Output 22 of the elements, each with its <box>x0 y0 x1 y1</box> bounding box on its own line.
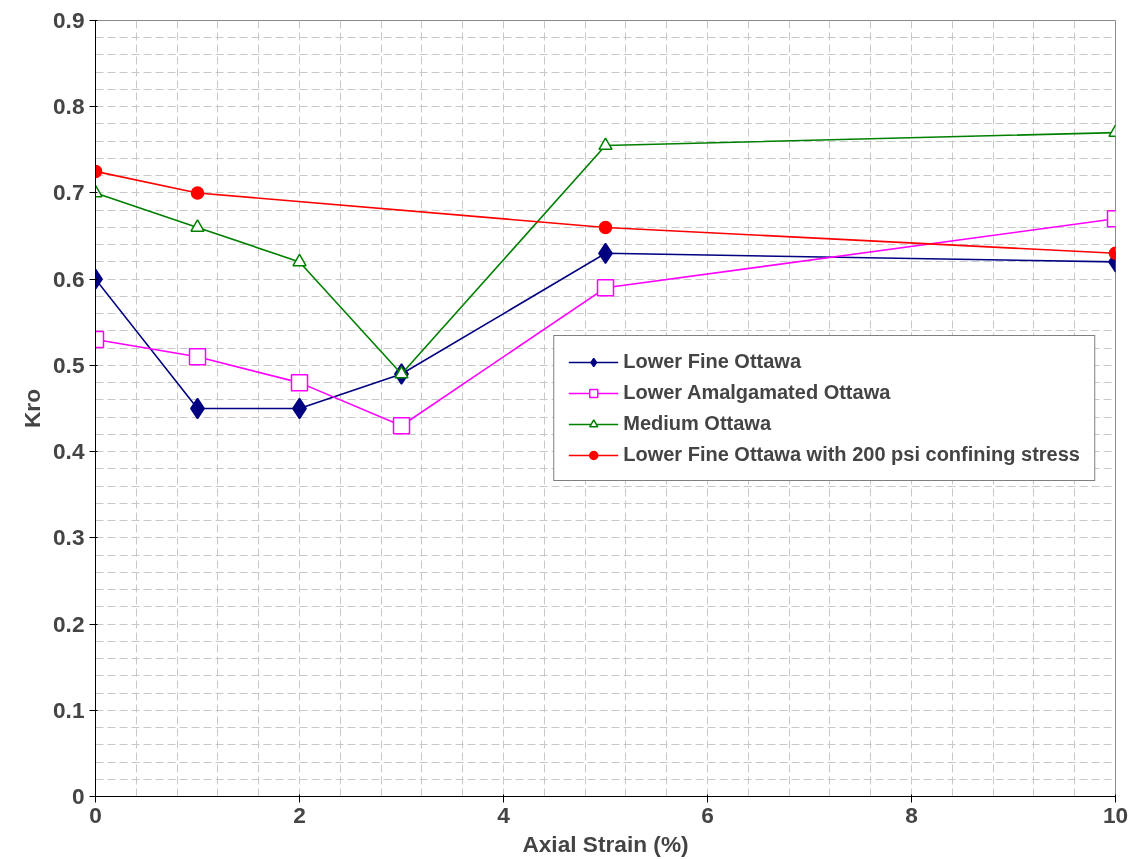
legend-label: Lower Fine Ottawa <box>623 350 802 373</box>
y-tick-label: 0.6 <box>53 265 85 292</box>
y-tick-label: 0.8 <box>53 93 85 120</box>
y-tick-label: 0.4 <box>53 438 85 465</box>
legend-label: Lower Fine Ottawa with 200 psi confining stress <box>623 443 1080 466</box>
x-tick-label: 8 <box>905 801 918 828</box>
legend-label: Lower Amalgamated Ottawa <box>623 381 891 404</box>
x-tick-label: 6 <box>701 801 714 828</box>
y-tick-label: 0.5 <box>53 351 85 378</box>
x-tick-label: 2 <box>293 801 306 828</box>
legend-label: Medium Ottawa <box>623 412 772 435</box>
y-tick-label: 0 <box>71 783 85 809</box>
y-tick-label: 0.2 <box>53 610 85 637</box>
y-axis-title: Kro <box>19 388 45 429</box>
y-tick-label: 0.1 <box>53 696 85 723</box>
x-tick-label: 10 <box>1102 801 1129 828</box>
y-tick-label: 0.9 <box>53 7 85 33</box>
y-tick-label: 0.3 <box>53 524 85 551</box>
y-tick-label: 0.7 <box>53 179 85 206</box>
x-tick-label: 0 <box>89 801 102 828</box>
x-axis-title: Axial Strain (%) <box>522 830 689 857</box>
x-tick-label: 4 <box>497 801 511 828</box>
